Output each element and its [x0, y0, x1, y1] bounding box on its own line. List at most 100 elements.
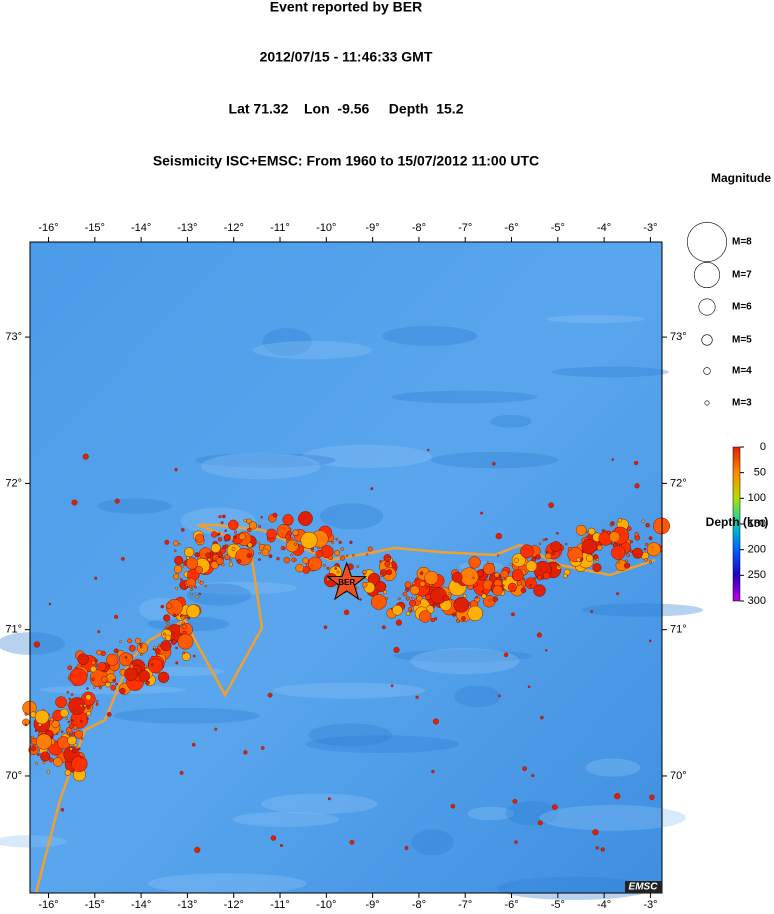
quake-dot	[185, 584, 188, 587]
quake-dot	[247, 542, 253, 548]
header: Event reported by BER 2012/07/15 - 11:46:…	[153, 0, 539, 169]
quake-dot	[338, 540, 342, 544]
quake-dot	[195, 533, 205, 543]
x-tick-label: -14°	[131, 222, 151, 234]
quake-dot	[533, 584, 546, 597]
quake-dot	[60, 808, 65, 812]
quake-dot	[592, 829, 599, 836]
quake-dot	[174, 555, 184, 565]
quake-dot	[527, 685, 531, 689]
quake-dot	[224, 554, 230, 560]
quake-dot	[379, 560, 382, 563]
quake-dot	[617, 561, 621, 565]
quake-dot	[173, 540, 179, 546]
quake-dot	[625, 549, 629, 553]
quake-dot	[105, 681, 111, 688]
quake-dot	[166, 622, 170, 626]
x-tick-label: -14°	[131, 899, 151, 911]
quake-dot	[267, 692, 273, 698]
relief-shade	[539, 804, 687, 831]
quake-dot	[488, 598, 492, 602]
quake-dot	[286, 539, 299, 553]
quake-dot	[205, 552, 211, 559]
quake-dot	[386, 569, 393, 576]
quake-dot	[50, 735, 54, 739]
quake-dot	[556, 532, 559, 535]
quake-dot	[229, 558, 232, 562]
quake-dot	[198, 579, 201, 583]
quake-dot	[49, 717, 54, 722]
quake-dot	[67, 720, 70, 724]
quake-dot	[504, 577, 507, 581]
relief-shade	[308, 723, 393, 747]
quake-dot	[234, 530, 237, 534]
quake-dot	[409, 599, 416, 607]
quake-dot	[79, 755, 83, 759]
depth-tick-label: 300	[748, 595, 766, 607]
quake-dot	[606, 530, 611, 535]
quake-dot	[258, 551, 261, 555]
quake-dot	[95, 703, 99, 706]
legend-label: M=8	[732, 237, 752, 248]
quake-dot	[609, 531, 621, 543]
quake-dot	[162, 632, 166, 636]
quake-dot	[405, 596, 410, 601]
quake-dot	[71, 499, 78, 506]
quake-dot	[69, 747, 73, 751]
quake-dot	[548, 502, 554, 509]
quake-dot	[649, 560, 653, 564]
depth-tick-label: 50	[754, 467, 766, 479]
quake-dot	[160, 640, 172, 652]
quake-dot	[387, 557, 391, 560]
quake-dot	[462, 593, 467, 598]
quake-dot	[285, 533, 292, 540]
quake-dot	[210, 561, 219, 570]
y-tick-label: 71°	[670, 624, 687, 636]
quake-dot	[293, 542, 297, 546]
quake-dot	[626, 553, 630, 557]
quake-dot	[171, 639, 177, 645]
quake-dot	[186, 604, 201, 619]
relief-shade	[551, 366, 670, 378]
quake-dot	[632, 547, 644, 559]
quake-dot	[53, 757, 63, 767]
relief-shade	[454, 685, 501, 708]
quake-dot	[92, 686, 96, 689]
quake-dot	[592, 554, 599, 560]
quake-dot	[160, 604, 164, 609]
quake-dot	[139, 643, 143, 647]
quake-dot	[327, 797, 331, 801]
quake-dot	[270, 835, 277, 841]
quake-dot	[207, 557, 211, 562]
legend-label: M=7	[732, 270, 752, 281]
quake-dot	[261, 548, 270, 557]
x-tick-label: -11°	[270, 899, 289, 911]
quake-dot	[317, 546, 320, 550]
quake-dot	[614, 793, 621, 800]
quake-dot	[178, 542, 181, 546]
quake-dot	[507, 582, 517, 592]
quake-dot	[192, 654, 196, 658]
quake-dot	[139, 645, 143, 649]
relief-shade	[490, 414, 532, 428]
quake-dot	[356, 565, 360, 568]
x-tick-label: -15°	[85, 899, 105, 911]
quake-dot	[177, 633, 194, 650]
quake-dot	[144, 664, 148, 669]
quake-dot	[384, 561, 391, 567]
quake-dot	[35, 762, 38, 765]
quake-dot	[531, 774, 535, 778]
quake-dot	[115, 682, 119, 686]
quake-dot	[258, 558, 261, 561]
quake-dot	[326, 578, 330, 581]
quake-dot	[545, 649, 548, 652]
quake-dot	[408, 607, 413, 611]
quake-dot	[86, 705, 91, 710]
quake-dot	[480, 511, 484, 515]
quake-dot	[502, 584, 505, 587]
quake-dot	[494, 572, 500, 578]
quake-dot	[101, 675, 108, 683]
x-tick-label: -8°	[412, 899, 426, 911]
plate-boundary	[34, 523, 656, 894]
quake-dot	[311, 549, 315, 553]
